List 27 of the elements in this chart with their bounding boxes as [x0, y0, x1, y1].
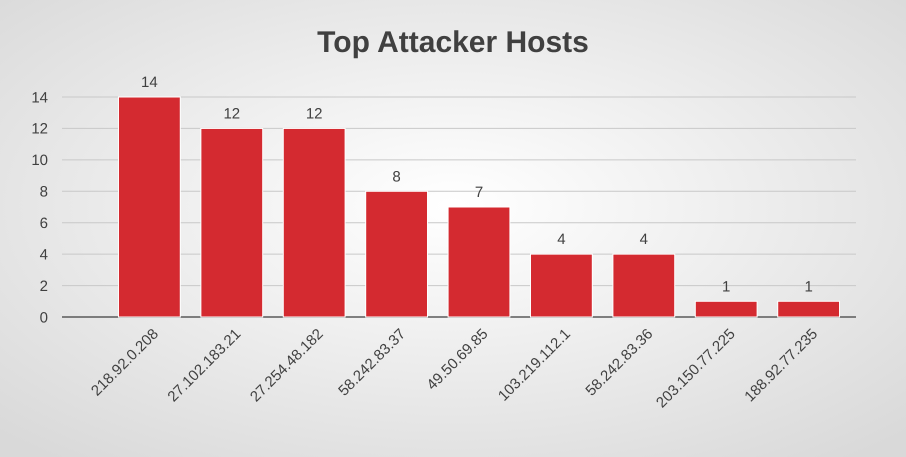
- bar: [282, 128, 346, 318]
- y-tick-label: 8: [40, 184, 48, 201]
- bar: [612, 254, 676, 318]
- y-tick-label: 6: [40, 214, 48, 232]
- y-tick-label: 12: [31, 120, 48, 138]
- y-tick-label: 0: [40, 309, 48, 326]
- data-label: 12: [306, 105, 323, 122]
- data-label: 1: [722, 278, 730, 296]
- bar: [694, 300, 758, 318]
- data-label: 1: [804, 278, 813, 296]
- bar: [118, 96, 181, 318]
- y-tick-label: 2: [40, 278, 48, 295]
- data-label: 14: [141, 74, 158, 91]
- y-tick-label: 4: [40, 246, 48, 264]
- bar: [365, 190, 428, 318]
- data-label: 8: [392, 168, 401, 186]
- data-label: 12: [223, 105, 240, 122]
- y-tick-label: 14: [31, 89, 48, 106]
- bar: [200, 128, 264, 318]
- bar: [777, 300, 840, 318]
- data-label: 7: [474, 184, 484, 201]
- bar: [530, 254, 593, 318]
- data-label: 4: [640, 231, 648, 248]
- y-tick-label: 10: [31, 152, 48, 170]
- chart-title: Top Attacker Hosts: [317, 26, 589, 59]
- data-label: 4: [557, 231, 566, 248]
- bar: [448, 206, 510, 318]
